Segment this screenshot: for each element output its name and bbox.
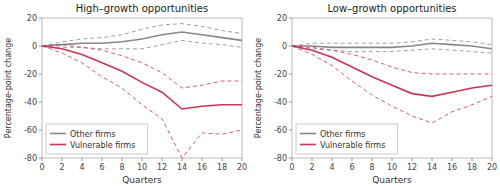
y-tick — [289, 46, 292, 47]
series-line — [292, 43, 492, 49]
x-tick-label: 0 — [39, 163, 44, 172]
x-tick-label: 14 — [177, 163, 187, 172]
x-tick-label: 8 — [119, 163, 124, 172]
legend-box — [296, 124, 398, 154]
plot-area — [292, 39, 492, 123]
y-tick-label: -60 — [24, 126, 37, 135]
x-tick — [452, 158, 453, 161]
y-tick — [289, 130, 292, 131]
ci-upper — [292, 46, 492, 74]
legend-swatch — [300, 144, 316, 146]
y-tick-label: -40 — [24, 98, 37, 107]
y-tick-label: -40 — [274, 98, 287, 107]
y-tick-label: -20 — [24, 70, 37, 79]
x-tick-label: 6 — [99, 163, 104, 172]
x-tick — [412, 158, 413, 161]
x-tick-label: 4 — [79, 163, 84, 172]
x-tick-label: 2 — [309, 163, 314, 172]
y-tick-label: -60 — [274, 126, 287, 135]
x-tick — [332, 158, 333, 161]
legend-label: Other firms — [70, 130, 115, 139]
chart: -80-60-40-2002002468101214161820High–gro… — [0, 0, 500, 190]
x-tick — [352, 158, 353, 161]
panel: -80 -60 -40 -20 0 20 0 2 4 6 8 10 12 14 16 18 20 Low–grow… — [254, 3, 497, 185]
y-tick-label: -80 — [274, 154, 287, 163]
x-tick-label: 10 — [387, 163, 397, 172]
x-tick-label: 4 — [329, 163, 334, 172]
y-tick — [39, 102, 42, 103]
x-tick — [182, 158, 183, 161]
x-axis-label: Quarters — [122, 175, 162, 185]
chart-title: Low–growth opportunities — [327, 3, 456, 14]
x-tick-label: 8 — [369, 163, 374, 172]
y-tick-label: 20 — [277, 14, 287, 23]
x-tick — [392, 158, 393, 161]
y-tick — [289, 102, 292, 103]
legend-box — [46, 124, 148, 154]
x-tick — [62, 158, 63, 161]
legend: Other firms Vulnerable firms — [46, 124, 148, 154]
y-tick — [39, 18, 42, 19]
x-tick-label: 18 — [467, 163, 477, 172]
series-line — [42, 32, 242, 46]
x-tick — [492, 158, 493, 161]
x-tick — [372, 158, 373, 161]
legend-swatch — [300, 133, 316, 135]
x-axis-label: Quarters — [372, 175, 412, 185]
y-tick-label: 20 — [27, 14, 37, 23]
x-tick — [142, 158, 143, 161]
y-tick — [39, 46, 42, 47]
x-tick-label: 18 — [217, 163, 227, 172]
legend-swatch — [50, 144, 66, 146]
x-tick-label: 16 — [197, 163, 207, 172]
x-tick-label: 10 — [137, 163, 147, 172]
x-tick — [242, 158, 243, 161]
legend-label: Vulnerable firms — [70, 141, 135, 150]
series-line — [292, 46, 492, 96]
x-tick — [42, 158, 43, 161]
y-tick — [39, 74, 42, 75]
ci-lower — [42, 46, 242, 158]
x-tick — [122, 158, 123, 161]
legend: Other firms Vulnerable firms — [296, 124, 398, 154]
x-tick — [222, 158, 223, 161]
y-tick-label: 0 — [32, 42, 37, 51]
x-tick — [162, 158, 163, 161]
legend-label: Other firms — [320, 130, 365, 139]
x-tick — [292, 158, 293, 161]
x-tick-label: 20 — [487, 163, 497, 172]
x-tick-label: 6 — [349, 163, 354, 172]
y-tick-label: 0 — [282, 42, 287, 51]
x-tick-label: 12 — [157, 163, 167, 172]
x-tick — [82, 158, 83, 161]
ci-upper — [42, 24, 242, 46]
plot-frame — [42, 18, 242, 158]
y-tick — [39, 130, 42, 131]
series-line — [42, 46, 242, 109]
y-tick-label: -80 — [24, 154, 37, 163]
plot-frame — [292, 18, 492, 158]
ci-lower — [292, 46, 492, 123]
y-axis-label: Percentage-point change — [254, 38, 263, 138]
legend-swatch — [50, 133, 66, 135]
x-tick-label: 16 — [447, 163, 457, 172]
y-axis-label: Percentage-point change — [4, 38, 13, 138]
chart-title: High–growth opportunities — [76, 3, 208, 14]
x-tick — [432, 158, 433, 161]
x-tick-label: 14 — [427, 163, 437, 172]
x-tick-label: 20 — [237, 163, 247, 172]
y-tick-label: -20 — [274, 70, 287, 79]
x-tick-label: 2 — [59, 163, 64, 172]
x-tick — [102, 158, 103, 161]
x-tick — [472, 158, 473, 161]
x-tick-label: 0 — [289, 163, 294, 172]
y-tick — [289, 74, 292, 75]
x-tick-label: 12 — [407, 163, 417, 172]
plot-area — [42, 24, 242, 158]
y-tick — [289, 18, 292, 19]
x-tick — [312, 158, 313, 161]
legend-label: Vulnerable firms — [320, 141, 385, 150]
panel: -80 -60 -40 -20 0 20 0 2 4 6 8 10 12 14 16 18 20 High–gro… — [4, 3, 247, 185]
x-tick — [202, 158, 203, 161]
